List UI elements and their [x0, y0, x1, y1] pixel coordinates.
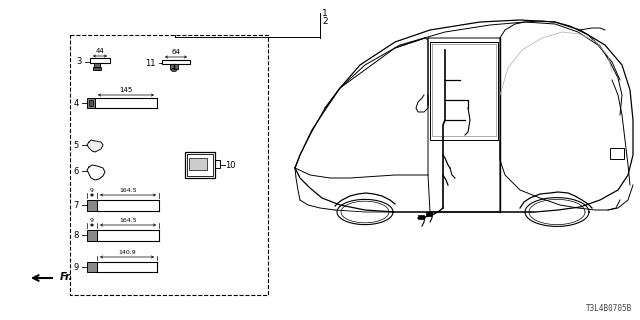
Text: 2: 2	[322, 18, 328, 27]
Bar	[94, 63, 100, 67]
Text: 140.9: 140.9	[118, 250, 136, 255]
Text: 164.5: 164.5	[119, 188, 137, 193]
Bar	[87, 98, 95, 108]
Text: 164.5: 164.5	[119, 218, 137, 223]
Text: 64: 64	[172, 49, 180, 55]
Text: 1: 1	[322, 9, 328, 18]
Bar	[170, 64, 178, 69]
Bar	[93, 67, 101, 70]
Text: 6: 6	[74, 166, 79, 175]
Bar	[189, 158, 207, 170]
Bar	[87, 200, 97, 211]
Text: 3: 3	[77, 58, 82, 67]
Text: 5: 5	[74, 140, 79, 149]
Text: 8: 8	[74, 230, 79, 239]
Text: 4: 4	[74, 99, 79, 108]
Text: T3L4B0705B: T3L4B0705B	[586, 304, 632, 313]
Bar	[187, 154, 213, 176]
Text: 11: 11	[145, 59, 156, 68]
Text: 145: 145	[120, 87, 132, 93]
Text: Fr.: Fr.	[60, 272, 74, 282]
Bar	[90, 58, 110, 63]
Text: 9: 9	[74, 262, 79, 271]
Bar	[215, 160, 220, 168]
Bar	[418, 215, 424, 219]
Text: 7: 7	[74, 201, 79, 210]
Bar	[610, 148, 624, 159]
Text: 9: 9	[90, 188, 94, 193]
Bar	[87, 262, 97, 272]
Bar	[70, 35, 268, 295]
Text: 44: 44	[95, 48, 104, 54]
Bar	[87, 230, 97, 241]
Text: 9: 9	[90, 218, 94, 223]
Ellipse shape	[171, 68, 177, 71]
Text: 10: 10	[225, 161, 236, 170]
Bar	[185, 152, 215, 178]
Bar	[162, 60, 190, 64]
Bar	[426, 212, 432, 216]
Bar	[89, 100, 93, 106]
